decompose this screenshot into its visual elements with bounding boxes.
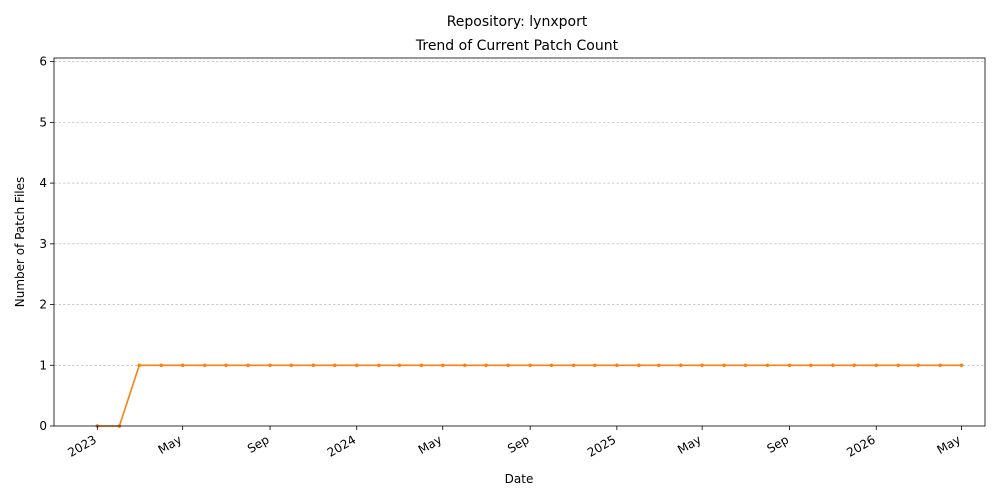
data-point [593,363,597,368]
x-tick-label: 2023 [65,432,98,459]
data-point [549,363,554,368]
data-point [159,363,164,368]
data-point [938,363,943,368]
chart-subtitle: Trend of Current Patch Count [415,38,619,54]
x-tick-label: Sep [505,432,532,455]
data-point [637,363,641,368]
series-patch-count [95,363,964,428]
data-point [743,363,748,368]
y-tick-label: 5 [39,115,47,129]
y-tick-label: 6 [39,55,47,69]
data-point [571,363,576,368]
x-tick-label: 2024 [325,432,358,459]
data-point [528,363,532,368]
data-point [268,363,272,368]
data-point [354,363,359,368]
data-point [484,363,488,368]
x-tick-label: May [935,432,963,457]
x-tick-label: 2025 [585,432,618,459]
data-point [959,363,964,368]
data-point [615,363,619,368]
data-point [809,363,813,368]
y-tick-label: 2 [39,298,47,312]
data-point [679,363,683,368]
data-point [180,363,185,368]
grid-lines [54,61,985,366]
data-point [656,363,661,368]
data-point [722,363,726,368]
x-tick-label: Sep [245,432,272,455]
x-tick-label: May [416,432,444,457]
x-axis-label: Date [505,472,534,486]
y-axis: 0 1 2 3 4 5 6 [39,55,54,433]
data-point [852,363,857,368]
data-point [246,363,250,368]
data-point [874,363,879,368]
y-tick-label: 3 [39,237,47,251]
x-axis: 2023 May Sep 2024 May Sep 2025 May Sep 2026 May [65,426,963,460]
y-tick-label: 4 [39,176,47,190]
x-tick-label: May [156,432,184,457]
y-tick-label: 0 [39,419,47,433]
data-point [765,363,770,368]
data-point [137,363,142,368]
x-tick-label: Sep [764,432,791,455]
x-tick-label: May [675,432,703,457]
y-tick-label: 1 [39,358,47,372]
data-point [440,363,445,368]
data-point [289,363,294,368]
data-point [419,363,424,368]
x-tick-label: 2026 [844,432,877,459]
data-point [506,363,510,368]
data-point [896,363,901,368]
data-point [311,363,316,368]
data-point [916,363,920,368]
data-point [376,363,381,368]
data-point [332,363,337,368]
data-point [462,363,467,368]
y-axis-label: Number of Patch Files [13,177,27,308]
data-point [787,363,792,368]
data-point [202,363,207,368]
data-point [224,363,228,368]
data-point [700,363,704,368]
chart-title: Repository: lynxport [447,14,588,30]
data-point [831,363,835,368]
data-point [397,363,402,368]
series-line [97,364,962,427]
plot-frame [53,57,986,427]
